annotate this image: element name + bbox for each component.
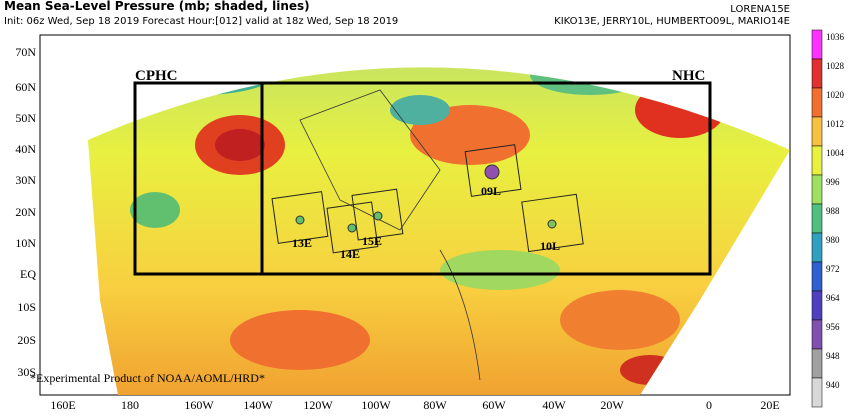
storm-list: KIKO13E, JERRY10L, HUMBERTO09L, MARIO14E: [554, 16, 790, 27]
colorbar-label: 996: [826, 177, 840, 187]
lat-label: 20S: [17, 333, 36, 347]
colorbar-swatch: [811, 29, 823, 60]
lat-label: 30S: [17, 365, 36, 379]
storm-markers: [295, 164, 557, 233]
lon-label: 160W: [184, 398, 214, 412]
lat-label: 20N: [15, 205, 36, 219]
colorbar-label: 1036: [826, 32, 845, 42]
lon-label: 100W: [361, 398, 391, 412]
lon-label: 60W: [482, 398, 506, 412]
colorbar-swatch: [811, 116, 823, 147]
lon-label: 80W: [423, 398, 447, 412]
colorbar-swatch: [811, 58, 823, 89]
storm-label: 10L: [540, 239, 560, 253]
colorbar-swatch: [811, 261, 823, 292]
colorbar-swatch: [811, 348, 823, 379]
lon-label: 120W: [303, 398, 333, 412]
region-label: CPHC: [135, 68, 178, 84]
storm-boxes: [271, 144, 584, 254]
colorbar-swatch: [811, 319, 823, 350]
footnote: *Experimental Product of NOAA/AOML/HRD*: [30, 371, 265, 385]
pressure-field: [88, 67, 790, 395]
lon-label: 20W: [600, 398, 624, 412]
colorbar-swatch: [811, 174, 823, 205]
colorbar-label: 956: [826, 322, 840, 332]
lon-label: 140W: [243, 398, 273, 412]
colorbar-label: 988: [826, 206, 840, 216]
colorbar-swatch: [811, 377, 823, 408]
lon-label: 180: [121, 398, 139, 412]
lon-label: 0: [706, 398, 712, 412]
colorbar-swatch: [811, 232, 823, 263]
colorbar-label: 964: [826, 293, 840, 303]
lat-label: 10S: [17, 300, 36, 314]
storm-label: 09L: [481, 184, 501, 198]
lon-label: 160E: [50, 398, 75, 412]
colorbar-label: 980: [826, 235, 840, 245]
storm-label: 13E: [292, 236, 312, 250]
lon-label: 20E: [760, 398, 779, 412]
lat-label: 10N: [15, 236, 36, 250]
lat-label: EQ: [20, 267, 36, 281]
colorbar-swatch: [811, 203, 823, 234]
colorbar-label: 972: [826, 264, 840, 274]
lat-label: 50N: [15, 111, 36, 125]
colorbar-swatch: [811, 145, 823, 176]
title: Mean Sea-Level Pressure (mb; shaded, lin…: [4, 0, 310, 13]
nhc-box: [260, 81, 712, 276]
subtitle: Init: 06z Wed, Sep 18 2019 Forecast Hour…: [4, 16, 398, 27]
lon-label: 40W: [542, 398, 566, 412]
storm-list: LORENA15E: [730, 4, 790, 15]
colorbar-label: 1004: [826, 148, 845, 158]
lat-label: 70N: [15, 45, 36, 59]
colorbar-label: 948: [826, 351, 840, 361]
lat-label: 30N: [15, 173, 36, 187]
lat-label: 40N: [15, 142, 36, 156]
colorbar-swatch: [811, 290, 823, 321]
lat-label: 60N: [15, 80, 36, 94]
colorbar-label: 1028: [826, 61, 845, 71]
colorbar-swatch: [811, 87, 823, 118]
storm-label: 14E: [340, 247, 360, 261]
colorbar-label: 1012: [826, 119, 844, 129]
colorbar-label: 940: [826, 380, 840, 390]
region-label: NHC: [672, 68, 705, 84]
storm-label: 15E: [362, 234, 382, 248]
colorbar-label: 1020: [826, 90, 845, 100]
